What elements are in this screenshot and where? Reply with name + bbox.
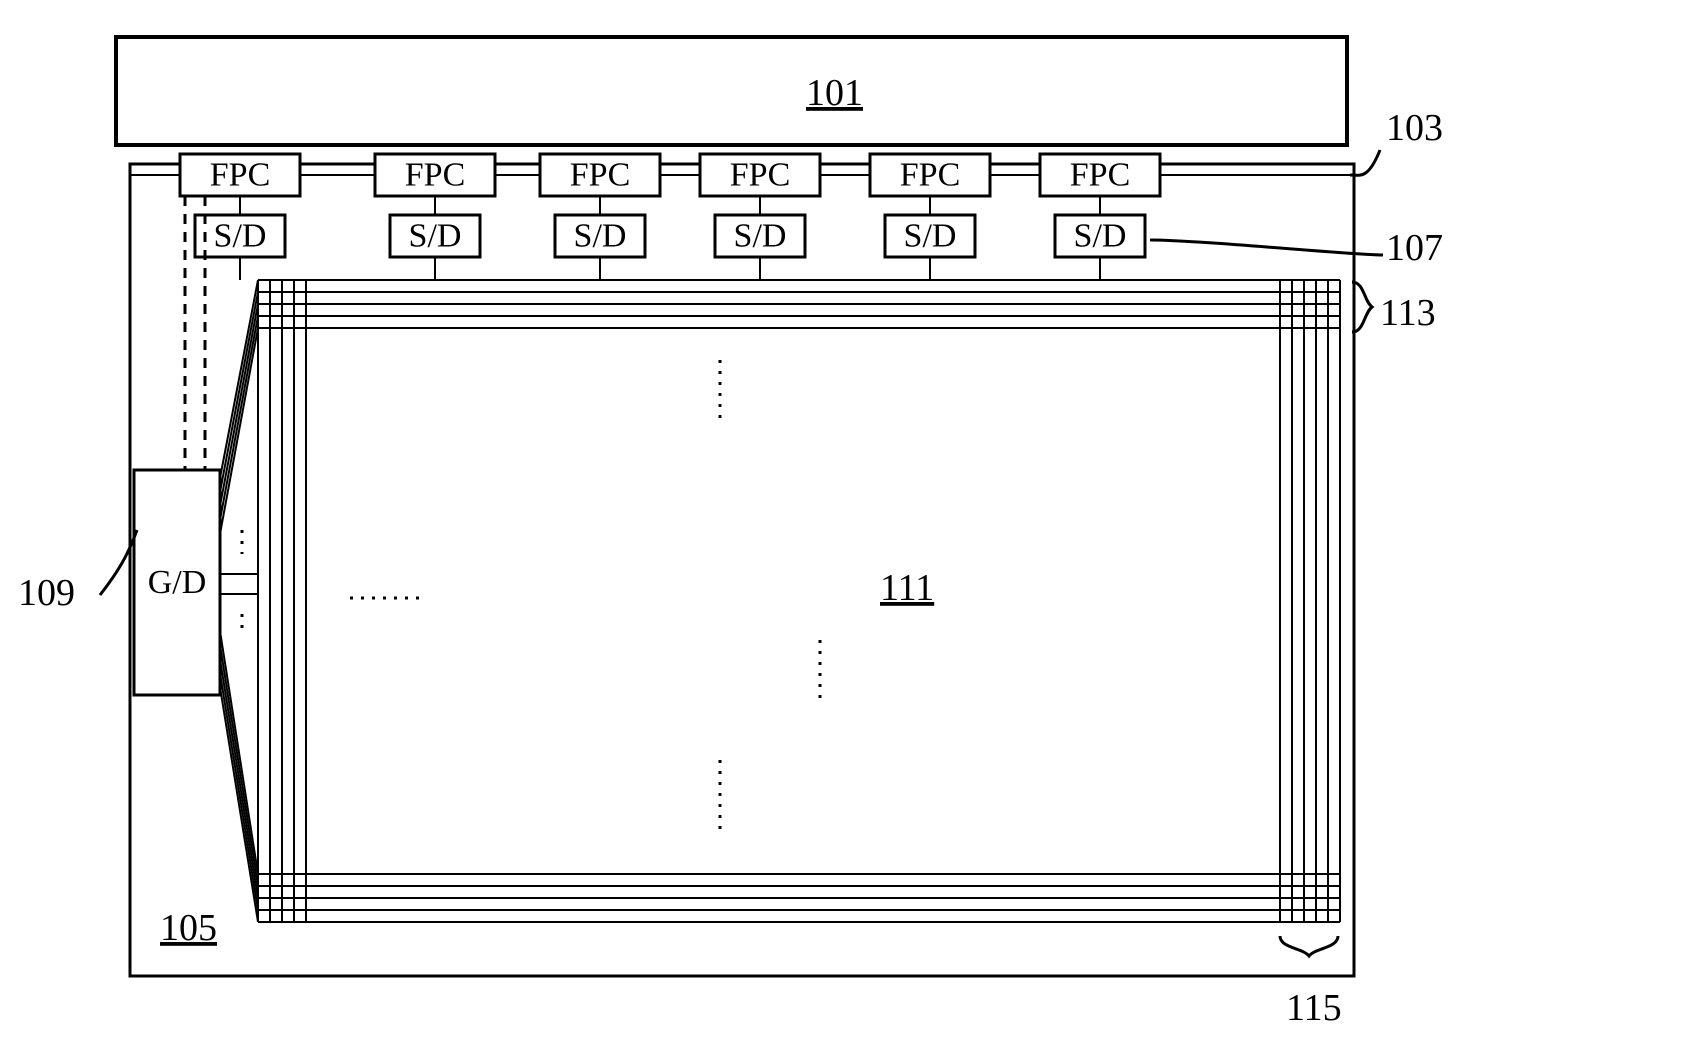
label-101: 101 xyxy=(806,72,863,114)
label-105: 105 xyxy=(160,907,217,949)
substrate xyxy=(130,164,1354,976)
fpc-label: FPC xyxy=(1070,157,1131,194)
fpc-label: FPC xyxy=(900,157,961,194)
leader-107 xyxy=(1150,240,1383,255)
sd-label: S/D xyxy=(409,218,462,255)
fpc-label: FPC xyxy=(210,157,271,194)
sd-label: S/D xyxy=(734,218,787,255)
label-103: 103 xyxy=(1386,107,1443,149)
label-115: 115 xyxy=(1286,987,1342,1029)
brace-115 xyxy=(1280,936,1338,956)
controller-block xyxy=(116,37,1347,145)
sd-label: S/D xyxy=(1074,218,1127,255)
gd-label: G/D xyxy=(148,564,207,601)
fpc-label: FPC xyxy=(405,157,466,194)
label-111: 111 xyxy=(880,567,934,609)
fpc-label: FPC xyxy=(570,157,631,194)
diagram-root: 101 105 FPC FPC FPC FPC FPC FPC S/D S/D S/D S/D S/D S… xyxy=(0,0,1684,1049)
sd-label: S/D xyxy=(574,218,627,255)
label-113: 113 xyxy=(1380,292,1436,334)
label-107: 107 xyxy=(1386,227,1443,269)
fpc-label: FPC xyxy=(730,157,791,194)
sd-label: S/D xyxy=(214,218,267,255)
sd-label: S/D xyxy=(904,218,957,255)
label-109: 109 xyxy=(18,572,75,614)
